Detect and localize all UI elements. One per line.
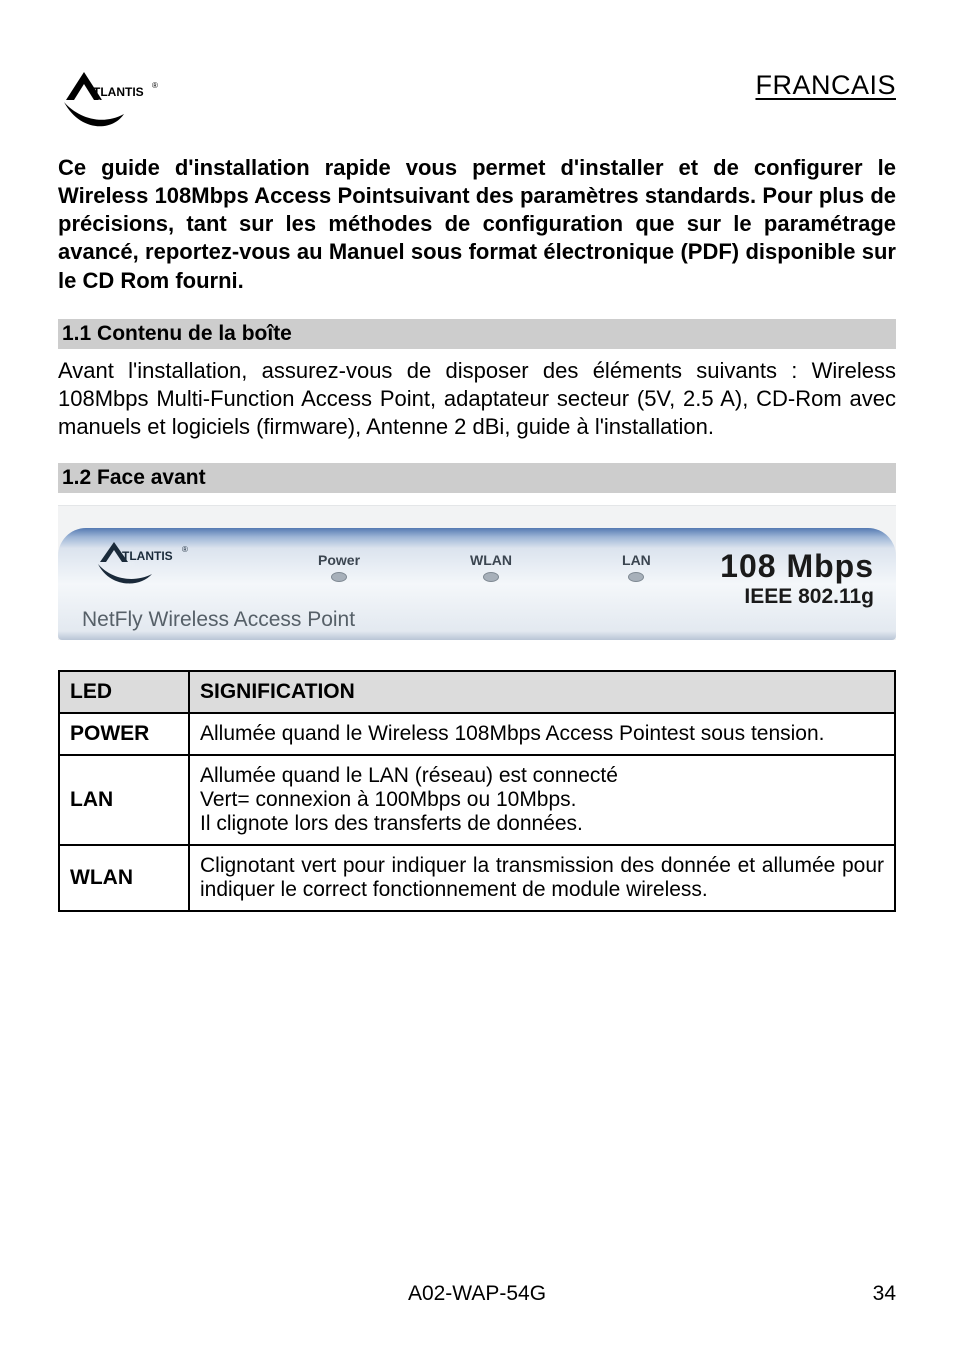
section-title-front: 1.2 Face avant <box>58 463 896 493</box>
table-header-sig: SIGNIFICATION <box>189 671 895 713</box>
led-dot-icon <box>331 572 347 582</box>
panel-logo-sup: ® <box>182 545 188 554</box>
device-panel-subtitle: NetFly Wireless Access Point <box>82 608 355 632</box>
brand-logo: TLANTIS ® AND <box>58 70 168 136</box>
footer-model: A02-WAP-54G <box>58 1282 896 1306</box>
table-cell-sig: Clignotant vert pour indiquer la transmi… <box>189 845 895 911</box>
table-cell-name: WLAN <box>59 845 189 911</box>
device-front-panel: TLANTIS ® AND Power WLAN LAN 108 Mbps IE… <box>58 505 896 640</box>
device-speed-sub: IEEE 802.11g <box>720 585 874 609</box>
section-title-box: 1.1 Contenu de la boîte <box>58 319 896 349</box>
table-row: LAN Allumée quand le LAN (réseau) est co… <box>59 755 895 845</box>
device-speed-block: 108 Mbps IEEE 802.11g <box>720 548 874 609</box>
table-row: POWER Allumée quand le Wireless 108Mbps … <box>59 713 895 755</box>
device-led-power: Power <box>318 552 360 582</box>
section-body-box: Avant l'installation, assurez-vous de di… <box>58 357 896 441</box>
page: TLANTIS ® AND FRANCAIS Ce guide d'instal… <box>0 0 954 1350</box>
table-header-led: LED <box>59 671 189 713</box>
panel-logo-sub: AND <box>124 562 135 568</box>
table-cell-name: POWER <box>59 713 189 755</box>
language-label: FRANCAIS <box>755 70 896 101</box>
table-cell-name: LAN <box>59 755 189 845</box>
footer-page-number: 34 <box>873 1282 896 1306</box>
atlantis-logo-icon: TLANTIS ® AND <box>58 70 168 136</box>
device-leds-row: Power WLAN LAN <box>318 552 651 582</box>
header-row: TLANTIS ® AND FRANCAIS <box>58 70 896 136</box>
led-dot-icon <box>628 572 644 582</box>
logo-sub: AND <box>97 100 111 106</box>
page-footer: A02-WAP-54G <box>0 1282 954 1306</box>
logo-sup: ® <box>152 81 158 90</box>
table-header-row: LED SIGNIFICATION <box>59 671 895 713</box>
device-led-lan: LAN <box>622 552 651 582</box>
device-panel-logo: TLANTIS ® AND <box>94 540 212 593</box>
intro-paragraph: Ce guide d'installation rapide vous perm… <box>58 154 896 295</box>
atlantis-logo-icon: TLANTIS ® AND <box>94 540 212 588</box>
table-cell-sig: Allumée quand le LAN (réseau) est connec… <box>189 755 895 845</box>
table-row: WLAN Clignotant vert pour indiquer la tr… <box>59 845 895 911</box>
led-dot-icon <box>483 572 499 582</box>
device-led-wlan: WLAN <box>470 552 512 582</box>
device-speed-main: 108 Mbps <box>720 548 874 585</box>
led-table: LED SIGNIFICATION POWER Allumée quand le… <box>58 670 896 912</box>
device-led-label: WLAN <box>470 552 512 568</box>
device-led-label: LAN <box>622 552 651 568</box>
logo-text: TLANTIS <box>93 85 144 99</box>
table-cell-sig: Allumée quand le Wireless 108Mbps Access… <box>189 713 895 755</box>
device-led-label: Power <box>318 552 360 568</box>
panel-logo-text: TLANTIS <box>122 549 173 563</box>
